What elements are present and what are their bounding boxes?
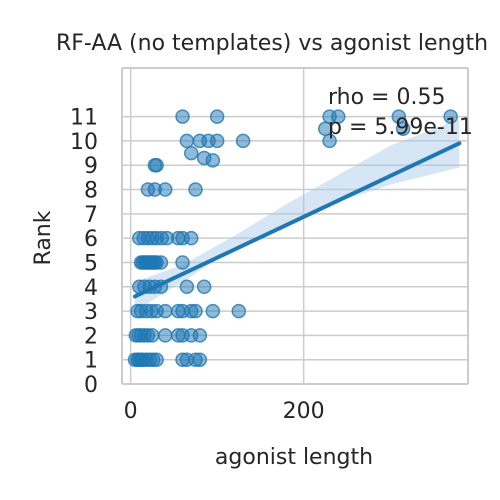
y-tick-label: 7 bbox=[84, 203, 98, 228]
data-point bbox=[175, 255, 190, 270]
data-point bbox=[318, 121, 333, 137]
y-tick-label: 4 bbox=[84, 276, 98, 301]
y-tick-label: 5 bbox=[84, 251, 98, 276]
y-tick-label: 0 bbox=[84, 373, 98, 398]
y-tick-label: 1 bbox=[84, 349, 98, 374]
data-point bbox=[158, 182, 173, 197]
data-point bbox=[196, 279, 212, 295]
y-tick-label: 11 bbox=[70, 106, 98, 131]
data-point bbox=[192, 352, 208, 367]
data-point bbox=[395, 121, 411, 137]
data-point bbox=[188, 303, 203, 319]
data-point bbox=[183, 145, 199, 161]
y-tick-label: 2 bbox=[84, 324, 98, 349]
x-axis-label: agonist length bbox=[215, 445, 373, 470]
y-axis-label: Rank bbox=[31, 210, 56, 265]
data-point bbox=[183, 230, 199, 246]
y-tick-label: 8 bbox=[84, 179, 98, 204]
data-point bbox=[209, 133, 225, 149]
data-point bbox=[175, 109, 190, 124]
confidence-band bbox=[134, 119, 460, 312]
data-point bbox=[231, 303, 247, 319]
y-tick-label: 6 bbox=[84, 227, 98, 252]
data-point bbox=[145, 328, 160, 343]
data-point bbox=[179, 279, 195, 295]
data-points bbox=[127, 109, 458, 367]
regression-line bbox=[132, 141, 462, 299]
data-point bbox=[443, 109, 458, 124]
chart-title: RF-AA (no templates) vs agonist length bbox=[56, 31, 488, 56]
data-point bbox=[153, 255, 169, 270]
data-point bbox=[331, 109, 346, 124]
data-point bbox=[158, 303, 173, 319]
y-tick-label: 3 bbox=[84, 300, 98, 325]
confidence-band-area bbox=[134, 119, 460, 312]
x-tick-label: 0 bbox=[124, 399, 138, 424]
data-point bbox=[188, 182, 203, 197]
data-point bbox=[158, 328, 173, 343]
data-point bbox=[235, 133, 251, 149]
data-point bbox=[209, 109, 225, 124]
data-point bbox=[149, 157, 164, 173]
data-point bbox=[149, 352, 164, 367]
y-tick-label: 9 bbox=[84, 154, 98, 179]
annotation-p: p = 5.99e-11 bbox=[328, 115, 473, 140]
data-point bbox=[205, 153, 221, 168]
regression-line-group bbox=[132, 141, 462, 299]
x-tick-label: 200 bbox=[283, 399, 325, 424]
annotation-rho: rho = 0.55 bbox=[328, 85, 445, 110]
data-point bbox=[179, 133, 195, 149]
y-tick-label: 10 bbox=[70, 130, 98, 155]
data-point bbox=[205, 303, 221, 319]
data-point bbox=[192, 328, 208, 343]
